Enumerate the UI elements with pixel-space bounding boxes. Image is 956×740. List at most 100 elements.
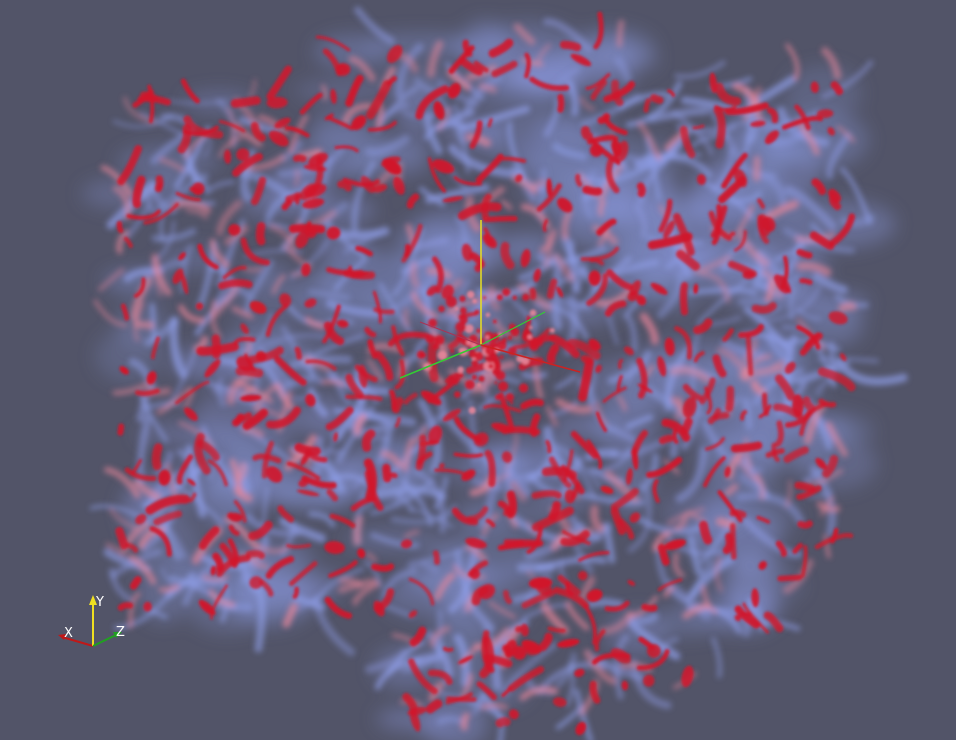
high-density-filament	[783, 446, 809, 463]
mid-density-filament	[342, 103, 374, 126]
high-density-filament	[578, 358, 594, 402]
mid-density-filament	[580, 96, 595, 111]
low-density-filament	[835, 358, 908, 386]
low-density-filament	[636, 516, 708, 535]
low-density-filament	[711, 637, 723, 679]
high-density-filament	[218, 279, 253, 290]
high-density-filament	[374, 350, 394, 381]
mid-density-filament	[366, 357, 384, 382]
mid-density-filament	[156, 386, 193, 415]
low-density-filament	[381, 567, 418, 600]
low-density-filament	[308, 289, 351, 301]
high-density-filament	[469, 120, 483, 149]
mid-density-filament	[247, 554, 269, 570]
mid-density-filament	[380, 450, 403, 468]
high-density-filament	[792, 542, 803, 554]
density-knot	[816, 109, 834, 119]
mid-density-filament	[151, 253, 172, 296]
high-density-filament	[495, 717, 511, 728]
mid-density-filament	[445, 298, 485, 316]
high-density-filament	[636, 649, 670, 671]
low-density-filament	[571, 262, 589, 293]
low-density-filament	[128, 358, 157, 396]
high-density-filament	[545, 439, 552, 454]
density-knot	[741, 611, 753, 617]
low-density-filament	[239, 535, 271, 586]
low-density-filament	[664, 532, 724, 555]
mid-density-filament	[598, 200, 606, 217]
low-density-filament	[332, 408, 397, 429]
haze-blob	[722, 550, 787, 572]
high-density-filament	[557, 574, 581, 596]
density-knot	[298, 479, 309, 488]
high-density-filament	[756, 515, 771, 524]
density-knot	[520, 623, 529, 637]
density-knot	[178, 252, 186, 261]
density-knot	[556, 286, 564, 298]
density-knot	[157, 182, 164, 191]
high-density-filament	[117, 144, 143, 186]
mid-density-filament	[429, 625, 451, 647]
mid-density-filament	[465, 64, 498, 81]
high-density-filament	[771, 442, 780, 462]
high-density-filament	[641, 603, 658, 612]
mid-density-filament	[521, 57, 544, 67]
core-knot	[455, 321, 467, 333]
high-density-filament	[570, 430, 599, 459]
density-knot	[303, 164, 327, 172]
mid-density-filament	[672, 551, 685, 579]
high-density-filament	[711, 204, 722, 246]
high-density-filament	[409, 626, 427, 647]
core-knot	[522, 331, 533, 343]
high-density-filament	[180, 78, 200, 104]
high-density-filament	[188, 492, 197, 503]
mid-density-filament	[836, 125, 856, 143]
low-density-filament	[752, 368, 804, 406]
density-knot	[198, 599, 216, 616]
mid-density-filament	[209, 238, 230, 269]
low-density-filament	[216, 218, 246, 288]
high-density-filament	[546, 278, 558, 299]
low-density-filament	[742, 517, 803, 559]
high-density-filament	[427, 157, 447, 193]
high-density-filament	[345, 373, 364, 399]
high-density-filament	[124, 467, 157, 481]
core-knot	[459, 295, 466, 302]
high-density-filament	[466, 506, 489, 522]
low-density-filament	[325, 299, 382, 318]
density-knot	[419, 440, 440, 446]
low-density-filament	[205, 180, 235, 195]
high-density-filament	[233, 500, 247, 523]
high-density-filament	[145, 494, 190, 515]
density-knot	[621, 680, 629, 691]
mid-density-filament	[403, 529, 420, 539]
low-density-filament	[315, 567, 365, 602]
mid-density-filament	[305, 316, 327, 330]
high-density-filament	[740, 409, 748, 421]
high-density-filament	[549, 334, 580, 359]
low-density-filament	[408, 236, 449, 253]
low-density-filament	[593, 446, 632, 473]
low-density-filament	[607, 350, 652, 385]
high-density-filament	[219, 542, 237, 567]
core-knot	[474, 309, 480, 315]
density-knot	[459, 314, 468, 325]
high-density-filament	[814, 532, 854, 550]
mid-density-filament	[796, 118, 820, 156]
core-knot	[445, 296, 457, 308]
density-knot	[336, 319, 349, 328]
high-density-filament	[605, 157, 620, 194]
core-knot	[450, 349, 455, 354]
high-density-filament	[830, 81, 844, 96]
high-density-filament	[232, 152, 263, 177]
mid-density-filament	[590, 504, 605, 533]
low-density-filament	[586, 598, 625, 610]
high-density-filament	[799, 278, 813, 285]
low-density-filament	[558, 456, 583, 500]
high-density-filament	[559, 40, 582, 52]
density-knot	[784, 361, 796, 374]
mid-density-filament	[208, 589, 236, 608]
high-density-filament	[453, 452, 484, 458]
